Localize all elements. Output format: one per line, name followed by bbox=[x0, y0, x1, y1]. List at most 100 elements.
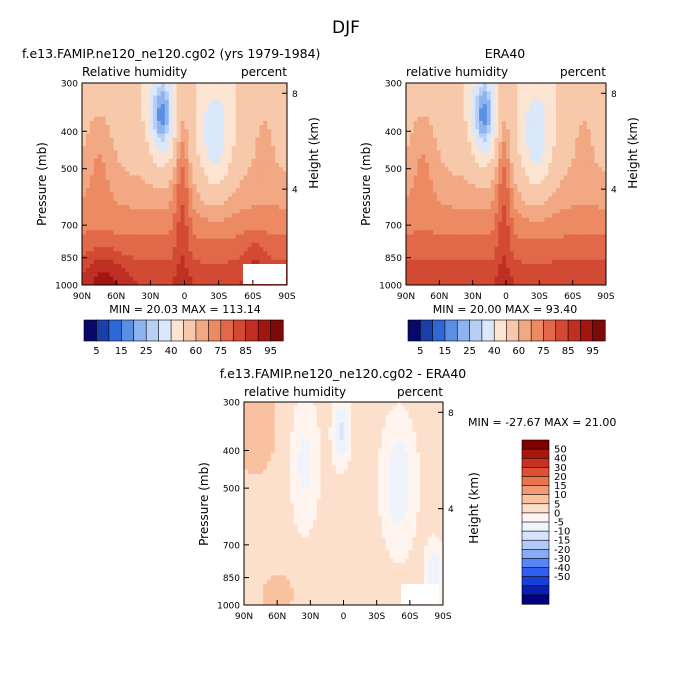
cf0-cell bbox=[196, 171, 201, 176]
cf0-cell bbox=[113, 120, 118, 126]
cf1-cell bbox=[556, 112, 561, 118]
cf0-cell bbox=[113, 205, 118, 210]
cf1-cell bbox=[417, 116, 422, 122]
cf1-cell bbox=[540, 162, 545, 168]
cf0-cell bbox=[271, 221, 276, 227]
cf0-cell bbox=[180, 188, 185, 193]
cf1-cell bbox=[425, 196, 430, 202]
cf0-cell bbox=[180, 108, 185, 113]
cf0-cell bbox=[89, 188, 95, 193]
cf0-cell bbox=[184, 125, 189, 130]
cf1-cell bbox=[509, 83, 515, 88]
cf0-cell bbox=[113, 87, 118, 92]
cf1-cell bbox=[490, 221, 495, 227]
cf1-cell bbox=[429, 158, 434, 164]
cf0-cell bbox=[164, 247, 170, 252]
cf0-cell bbox=[243, 259, 248, 265]
cf0-cell bbox=[219, 120, 225, 126]
cf1-cell bbox=[444, 263, 449, 269]
cf0-cell bbox=[263, 91, 268, 97]
cf0-cell bbox=[243, 213, 248, 219]
cf1-cell bbox=[513, 188, 518, 193]
cf0-cell bbox=[227, 259, 233, 265]
cf0-cell bbox=[133, 251, 138, 256]
cf0-cell bbox=[180, 213, 185, 219]
cf0-cell bbox=[208, 234, 213, 240]
cf0-cell bbox=[223, 230, 229, 235]
cf0-cell bbox=[259, 230, 264, 235]
cf0-cell bbox=[192, 162, 197, 168]
cf1-cell bbox=[563, 188, 568, 193]
cf0-cell bbox=[216, 263, 221, 269]
cf0-cell bbox=[200, 83, 205, 88]
cf0-cell bbox=[97, 120, 103, 126]
cf0-cell bbox=[145, 167, 150, 172]
cf1-cell bbox=[452, 226, 457, 231]
cf1-cell bbox=[459, 171, 465, 176]
cf0-cell bbox=[176, 83, 181, 88]
cf0-cell bbox=[89, 247, 95, 252]
cf1-cell bbox=[425, 162, 430, 168]
cf1-cell bbox=[479, 158, 484, 164]
cf1-cell bbox=[429, 217, 434, 223]
cf1-cell bbox=[509, 179, 515, 185]
cf0-cell bbox=[255, 259, 260, 265]
cf0-cell bbox=[216, 104, 221, 109]
cf0-cell bbox=[216, 175, 221, 181]
cf1-cell bbox=[598, 272, 603, 277]
cf1-cell bbox=[444, 259, 449, 265]
cf1-cell bbox=[456, 272, 461, 277]
cf1-cell bbox=[467, 192, 472, 198]
cf0-cell bbox=[251, 108, 256, 113]
cf0-cell bbox=[196, 125, 201, 130]
cf1-cell bbox=[459, 247, 465, 252]
cf1-cell bbox=[406, 276, 411, 282]
cf0-cell bbox=[121, 162, 126, 168]
cf1-cell bbox=[517, 141, 522, 147]
cf0-cell bbox=[176, 213, 181, 219]
cf0-cell bbox=[105, 209, 110, 214]
cf0-cell bbox=[85, 268, 91, 273]
cf1-cell bbox=[432, 192, 438, 198]
cf0-cell bbox=[212, 259, 217, 265]
cf1-cell bbox=[459, 87, 465, 92]
cf1-cell bbox=[432, 188, 438, 193]
cf0-cell bbox=[196, 221, 201, 227]
cf0-cell bbox=[133, 167, 138, 172]
cf1-cell bbox=[586, 251, 592, 256]
cf0-cell bbox=[283, 179, 288, 185]
cf0-cell bbox=[137, 280, 142, 286]
cf1-cell bbox=[509, 255, 515, 261]
cf1-cell bbox=[502, 112, 507, 118]
cf0-cell bbox=[145, 104, 150, 109]
cf0-cell bbox=[172, 120, 178, 126]
cf1-cell bbox=[521, 154, 526, 160]
cf0-cell bbox=[145, 99, 150, 105]
cf0-cell bbox=[184, 242, 189, 248]
cf0-cell bbox=[172, 217, 178, 223]
cf1-cell bbox=[571, 146, 576, 151]
cf0-cell bbox=[196, 259, 201, 265]
cf1-cell bbox=[582, 146, 588, 151]
cf1-cell bbox=[459, 133, 465, 139]
cf0-cell bbox=[105, 154, 110, 160]
cf0-cell bbox=[243, 200, 248, 206]
cf0-cell bbox=[204, 276, 209, 282]
cf1-cell bbox=[479, 95, 484, 101]
cf0-cell bbox=[275, 116, 280, 122]
cf1-cell bbox=[413, 175, 418, 181]
cf1-cell bbox=[425, 200, 430, 206]
cf1-cell bbox=[444, 179, 449, 185]
cf1-cell bbox=[571, 150, 576, 155]
cf1-cell bbox=[440, 188, 445, 193]
cf1-cell bbox=[471, 154, 476, 160]
cf1-cell bbox=[556, 205, 561, 210]
cf1-cell bbox=[502, 116, 507, 122]
cf0-cell bbox=[125, 268, 130, 273]
cf0-cell bbox=[219, 259, 225, 265]
cf0-cell bbox=[168, 158, 174, 164]
cf0-cell bbox=[283, 217, 288, 223]
cf1-cell bbox=[567, 146, 572, 151]
cf0-cell bbox=[192, 158, 197, 164]
cf1-cell bbox=[436, 95, 442, 101]
